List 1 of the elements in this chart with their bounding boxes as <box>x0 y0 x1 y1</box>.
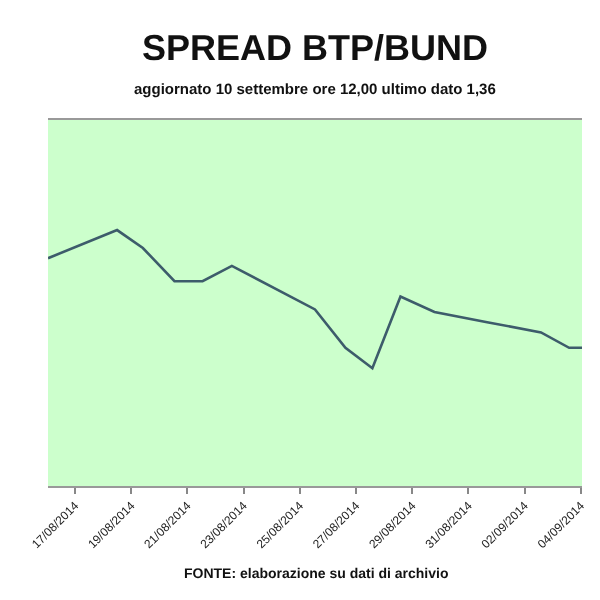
chart-title: SPREAD BTP/BUND <box>142 28 489 68</box>
